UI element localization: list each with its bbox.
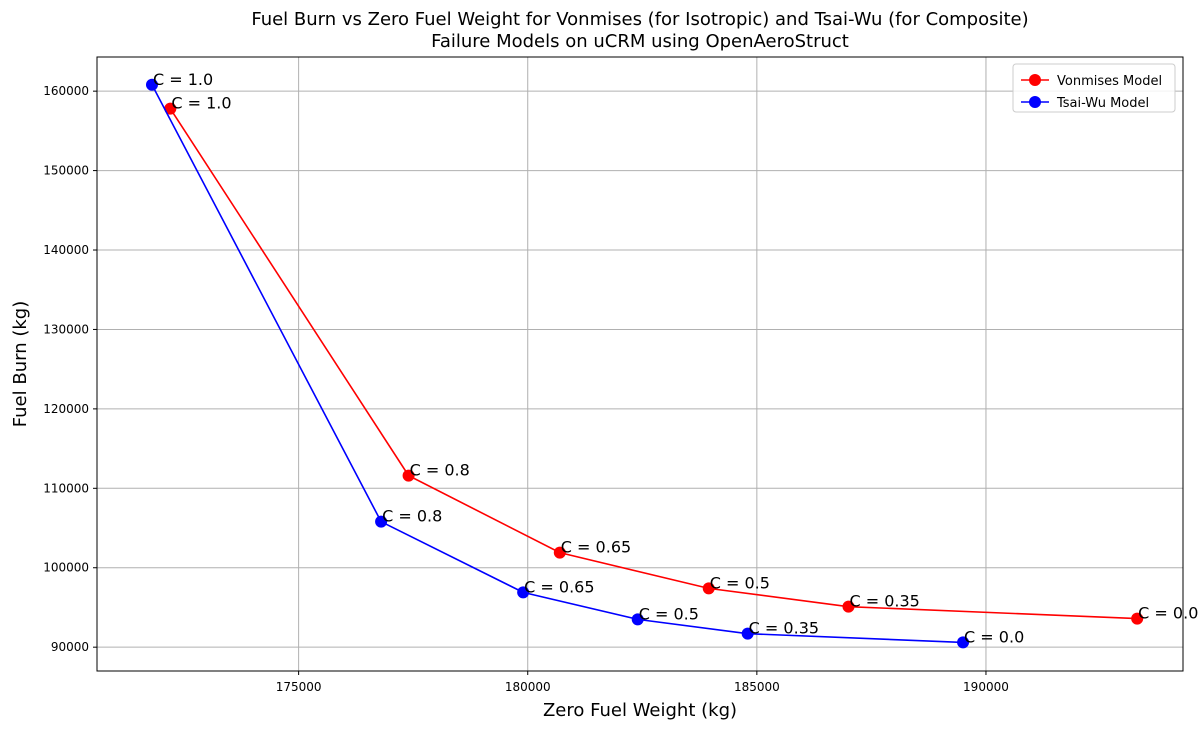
plot-frame (96, 56, 1184, 672)
data-point (553, 546, 566, 559)
legend-marker (1029, 74, 1041, 86)
y-axis-label: Fuel Burn (kg) (10, 301, 31, 427)
chart-title-line-1: Fuel Burn vs Zero Fuel Weight for Vonmis… (251, 9, 1028, 30)
x-tick-label: 190000 (963, 680, 1009, 694)
point-label: C = 1.0 (153, 70, 213, 89)
data-point (517, 586, 530, 599)
x-tick-label: 175000 (276, 680, 322, 694)
ticks: 175000 180000 185000 190000 90000 100000 11000… (43, 84, 1009, 694)
point-label: C = 0.65 (561, 538, 631, 557)
y-tick-label: 90000 (51, 640, 89, 654)
y-tick-label: 140000 (43, 243, 89, 257)
data-point (842, 600, 855, 613)
chart-title-line-2: Failure Models on uCRM using OpenAeroStr… (431, 31, 849, 52)
series-line (169, 108, 1138, 620)
x-axis-label: Zero Fuel Weight (kg) (543, 700, 737, 721)
data-point (145, 78, 158, 91)
series-line (151, 84, 964, 644)
point-label: C = 0.8 (382, 507, 442, 526)
point-label: C = 1.0 (171, 94, 231, 113)
legend-marker (1029, 96, 1041, 108)
data-point (164, 102, 177, 115)
legend-label: Tsai-Wu Model (1056, 96, 1149, 111)
y-tick-label: 150000 (43, 164, 89, 178)
y-tick-label: 110000 (43, 481, 89, 495)
data-point (741, 627, 754, 640)
series-layer: C = 1.0 C = 0.8 C = 0.65 C = 0.5 C = 0.35 C =… (145, 70, 1198, 649)
point-label: C = 0.0 (964, 627, 1024, 646)
point-label: C = 0.5 (639, 604, 699, 623)
data-point (402, 469, 415, 482)
data-point (702, 582, 715, 595)
point-label: C = 0.5 (710, 573, 770, 592)
x-tick-label: 180000 (505, 680, 551, 694)
point-label: C = 0.65 (524, 577, 594, 596)
point-label: C = 0.8 (410, 461, 470, 480)
legend: Vonmises Model Tsai-Wu Model (1012, 63, 1176, 113)
y-tick-label: 130000 (43, 322, 89, 336)
data-point (957, 636, 970, 649)
data-point (631, 613, 644, 626)
point-label: C = 0.35 (849, 592, 919, 611)
legend-label: Vonmises Model (1057, 74, 1162, 89)
y-tick-label: 100000 (43, 561, 89, 575)
y-tick-label: 120000 (43, 402, 89, 416)
legend-box (1012, 63, 1176, 113)
point-label: C = 0.0 (1138, 604, 1198, 623)
grid (97, 57, 1183, 671)
y-tick-label: 160000 (43, 84, 89, 98)
data-point (1131, 612, 1144, 625)
x-tick-label: 185000 (734, 680, 780, 694)
data-point (375, 515, 388, 528)
point-label: C = 0.35 (749, 619, 819, 638)
